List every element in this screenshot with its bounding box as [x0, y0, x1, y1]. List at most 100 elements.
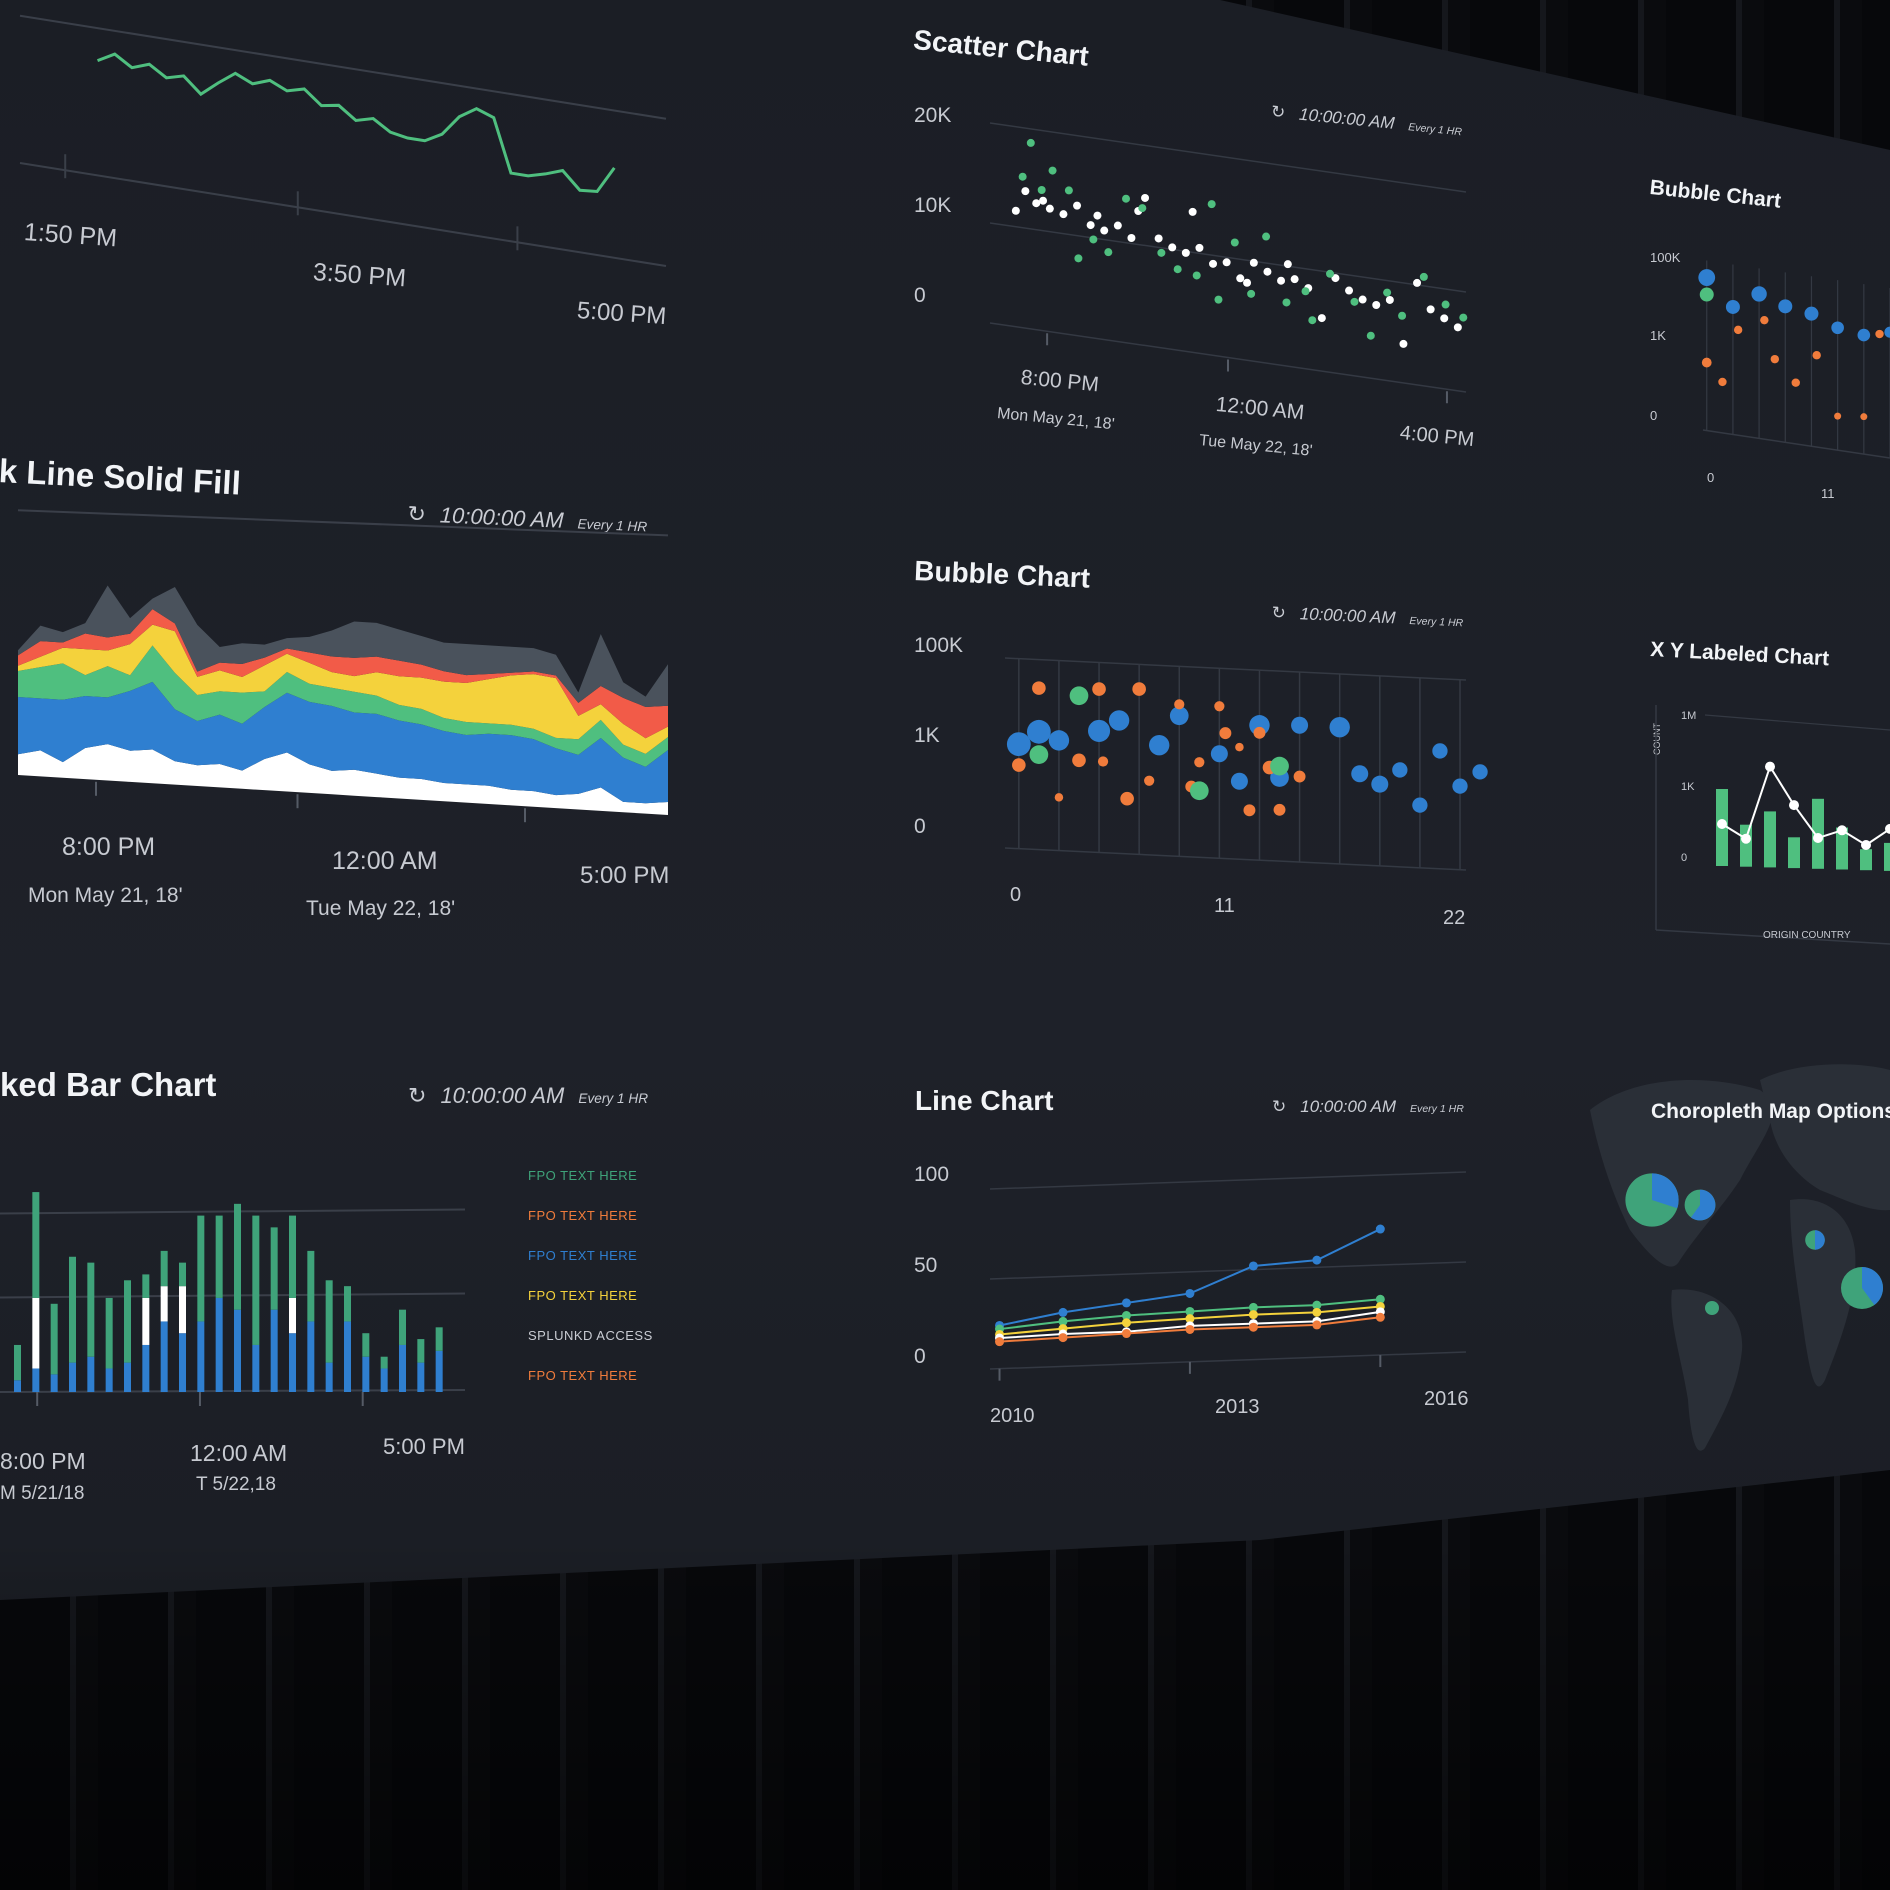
bar-segment-blue [179, 1333, 186, 1392]
x-tick-label: 0 [1707, 470, 1715, 485]
bar-segment-blue [69, 1362, 76, 1392]
line-point-blue [1375, 1224, 1385, 1234]
scatter-point-white [1345, 286, 1354, 295]
bubble-orange [1834, 412, 1842, 420]
scatter-point-white [1399, 339, 1408, 348]
xy-bar [1860, 849, 1872, 871]
bubble-green [1270, 756, 1289, 776]
legend-item[interactable]: FPO TEXT HERE [528, 1168, 638, 1183]
bubble-blue [1751, 286, 1767, 302]
y-tick-label: 100 [914, 1163, 950, 1186]
x-tick-label: 2013 [1215, 1396, 1260, 1418]
scatter-point-green [1459, 313, 1468, 322]
scatter-point-white [1021, 187, 1030, 196]
data-line [96, 52, 616, 194]
x-tick-time: 5:00 PM [580, 862, 670, 889]
y-tick-label: 1K [1681, 781, 1695, 793]
refresh-icon[interactable]: ↻ [1272, 1097, 1287, 1116]
x-tick-date: Mon May 21, 18' [28, 884, 183, 907]
map-marker-slice-na-big [1652, 1173, 1679, 1209]
x-tick-label: 22 [1443, 907, 1466, 929]
scatter-point-white [1331, 274, 1340, 283]
bar-segment-blue [32, 1368, 40, 1392]
x-tick-label: 11 [1214, 895, 1235, 917]
bar-segment-green [399, 1309, 406, 1345]
scatter-point-green [1419, 272, 1428, 281]
bar-segment-green [197, 1215, 205, 1322]
map-marker-sa [1705, 1301, 1719, 1315]
grid-line [19, 162, 667, 267]
y-tick-label: 0 [914, 815, 926, 838]
scatter-point-green [1214, 295, 1223, 304]
bubble-green [1189, 781, 1209, 801]
bar-segment-blue [344, 1321, 351, 1392]
bar-segment-green [362, 1333, 370, 1357]
scatter-point-green [1207, 200, 1216, 209]
scatter-point-white [1073, 201, 1082, 210]
line-point-green [1121, 1311, 1131, 1321]
refresh-icon[interactable]: ↻ [408, 1083, 427, 1108]
scatter-point-white [1372, 300, 1381, 309]
bubble-orange [1072, 753, 1086, 768]
bubble-green [1029, 745, 1049, 764]
x-tick-label: 2016 [1424, 1388, 1469, 1410]
legend-item[interactable]: FPO TEXT HERE [528, 1208, 638, 1223]
x-tick-time: 5:00 PM [383, 1434, 465, 1459]
scatter-point-green [1089, 235, 1098, 244]
scatter-point-green [1441, 300, 1450, 309]
scatter-point-green [1398, 311, 1407, 320]
bubble-blue [1006, 732, 1031, 757]
bubble-blue [1329, 716, 1350, 738]
scatter-point-green [1230, 238, 1239, 247]
bar-segment-green [344, 1286, 351, 1322]
grid-line [989, 1261, 1467, 1280]
scatter-point-green [1138, 204, 1147, 213]
legend-item[interactable]: FPO TEXT HERE [528, 1248, 638, 1263]
grid-line [989, 1171, 1467, 1190]
bar-segment-blue [252, 1344, 260, 1392]
scatter-point-white [1317, 314, 1326, 323]
map-marker-slice-eu [1815, 1230, 1825, 1250]
x-tick-label: 11 [1821, 486, 1835, 501]
area-red [18, 609, 668, 739]
scatter-point-white [1249, 258, 1258, 267]
line-point-green [1312, 1300, 1322, 1310]
bubble-orange [1253, 726, 1266, 739]
scatter-point-white [1168, 243, 1177, 252]
bar-segment-blue [289, 1333, 296, 1392]
refresh-meta: ↻ 10:00:00 AM Every 1 HR [408, 1083, 648, 1109]
bar-segment-blue [362, 1356, 370, 1392]
grid-line [1702, 429, 1890, 459]
bubble-blue [1351, 765, 1369, 783]
bubble-orange [1012, 758, 1026, 772]
scatter-point-green [1192, 271, 1201, 280]
scatter-point-green [1018, 172, 1027, 181]
bubble-orange [1733, 325, 1743, 335]
bar-segment-green [435, 1327, 443, 1351]
legend-item[interactable]: FPO TEXT HERE [528, 1288, 638, 1303]
bar-segment-green [14, 1344, 21, 1381]
bar-segment-blue [124, 1362, 131, 1392]
y-tick-label: 20K [914, 104, 952, 127]
xy-line-point [1765, 761, 1775, 772]
bubble-blue [1230, 772, 1248, 790]
scatter-point-white [1263, 267, 1272, 276]
scatter-point-white [1243, 278, 1252, 287]
bubble-blue [1026, 719, 1051, 744]
scatter-point-white [1453, 323, 1462, 332]
scatter-point-white [1113, 221, 1122, 230]
grid-line [1004, 657, 1467, 681]
y-tick-label: 50 [914, 1254, 938, 1277]
bar-segment-blue [399, 1344, 406, 1392]
continent-south-america [1671, 1289, 1743, 1451]
grid-line [0, 1208, 466, 1215]
bubble-blue [1291, 716, 1309, 734]
legend-item[interactable]: SPLUNKD ACCESS [528, 1328, 653, 1343]
bubble-blue [1857, 328, 1871, 342]
bar-segment-white [142, 1297, 150, 1345]
line-point-yellow [1248, 1310, 1258, 1320]
legend-item[interactable]: FPO TEXT HERE [528, 1368, 638, 1383]
y-tick-label: 0 [914, 1345, 926, 1368]
